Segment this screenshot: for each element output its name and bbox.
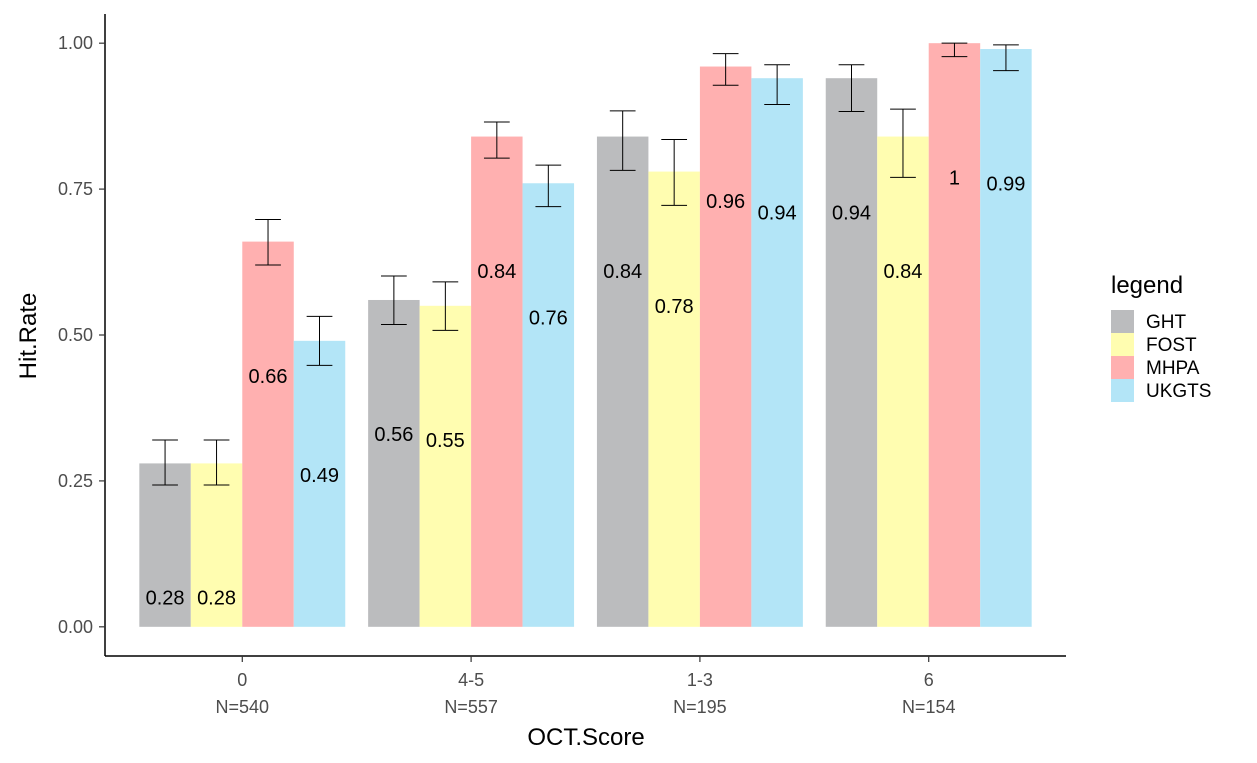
error-bar-ght-0: [152, 439, 178, 486]
bar-label-ght-0: 0.28: [146, 588, 185, 610]
bar-fost-1: [419, 305, 472, 627]
y-tick-label: 0.75: [58, 179, 93, 199]
error-bar-fost-2: [661, 138, 688, 206]
error-bar-ght-2: [609, 110, 636, 171]
legend-label-ukgts: UKGTS: [1146, 381, 1211, 402]
bar-fost-0: [190, 463, 243, 627]
error-bar-mhpa-1: [483, 121, 510, 159]
y-tick-label: 0.50: [58, 325, 93, 345]
error-bar-mhpa-0: [255, 218, 281, 266]
legend-key-mhpa: [1111, 356, 1134, 379]
legend-key-ukgts: [1111, 379, 1134, 402]
bar-fost-2: [648, 171, 700, 627]
bar-mhpa-0: [242, 241, 294, 627]
legend-label-fost: FOST: [1146, 335, 1197, 356]
y-tick-label: 0.00: [58, 617, 93, 637]
legend-key-fost: [1111, 333, 1134, 356]
error-bars-layer: [152, 42, 1019, 486]
error-bar-mhpa-3: [941, 42, 968, 58]
error-bar-ukgts-1: [535, 164, 562, 208]
bar-label-ght-2: 0.84: [603, 261, 642, 283]
x-tick-label: 4-5: [458, 670, 484, 690]
bar-ukgts-0: [293, 340, 346, 627]
bar-ght-1: [368, 299, 420, 627]
bar-label-mhpa-1: 0.84: [477, 261, 516, 283]
legend-label-ght: GHT: [1146, 312, 1187, 333]
x-axis-title: OCT.Score: [527, 724, 644, 751]
error-bar-ukgts-2: [764, 64, 790, 105]
y-tick-label: 1.00: [58, 33, 93, 53]
bar-ukgts-1: [522, 183, 575, 627]
bars-layer: [139, 43, 1032, 627]
bar-ukgts-2: [751, 78, 803, 627]
x-tick-sublabel: N=540: [216, 697, 270, 717]
x-tick-sublabel: N=557: [444, 697, 498, 717]
x-tick-label: 1-3: [687, 670, 713, 690]
error-bar-ght-3: [838, 64, 865, 112]
bar-ght-0: [139, 463, 191, 627]
legend-label-mhpa: MHPA: [1146, 358, 1200, 379]
bar-label-ght-3: 0.94: [832, 202, 871, 224]
error-bar-ukgts-3: [993, 44, 1019, 72]
bar-ukgts-3: [980, 49, 1032, 627]
bar-label-mhpa-3: 1: [949, 167, 960, 189]
bar-ght-3: [825, 78, 878, 627]
y-tick-label: 0.25: [58, 471, 93, 491]
bar-mhpa-1: [471, 136, 523, 627]
bar-label-ukgts-1: 0.76: [529, 308, 568, 330]
bar-fost-3: [877, 136, 929, 627]
x-tick-label: 0: [237, 670, 247, 690]
x-tick-sublabel: N=154: [902, 697, 956, 717]
error-bar-ukgts-0: [306, 315, 333, 366]
bar-label-mhpa-0: 0.66: [249, 366, 288, 388]
error-bar-fost-1: [432, 281, 459, 331]
bar-label-fost-3: 0.84: [884, 261, 923, 283]
x-tick-sublabel: N=195: [673, 697, 727, 717]
bar-label-fost-0: 0.28: [197, 588, 236, 610]
legend-title: legend: [1111, 272, 1183, 299]
bar-label-ukgts-2: 0.94: [758, 202, 797, 224]
bar-mhpa-2: [699, 66, 752, 627]
bar-label-fost-2: 0.78: [655, 296, 694, 318]
bar-label-ukgts-3: 0.99: [986, 173, 1025, 195]
error-bar-mhpa-2: [712, 53, 739, 86]
y-axis-title: Hit.Rate: [15, 293, 42, 380]
legend-key-ght: [1111, 310, 1134, 333]
error-bar-fost-3: [890, 108, 916, 178]
bar-label-ukgts-0: 0.49: [300, 465, 339, 487]
bar-label-fost-1: 0.55: [426, 430, 465, 452]
bar-mhpa-3: [928, 43, 981, 627]
bar-label-mhpa-2: 0.96: [706, 191, 745, 213]
bar-labels-layer: 0.28 0.56 0.84 0.94 0.28 0.55 0.78 0.84 0.66 0.84…: [146, 167, 1026, 609]
error-bar-ght-1: [381, 275, 407, 325]
bar-ght-2: [596, 136, 649, 627]
bar-label-ght-1: 0.56: [374, 424, 413, 446]
axes-layer: 0.00 0.25 0.50 0.75 1.00 0 N=540 4-5 N=557 1-3 N=1…: [58, 14, 1066, 717]
error-bar-fost-0: [203, 439, 230, 486]
x-tick-label: 6: [924, 670, 934, 690]
